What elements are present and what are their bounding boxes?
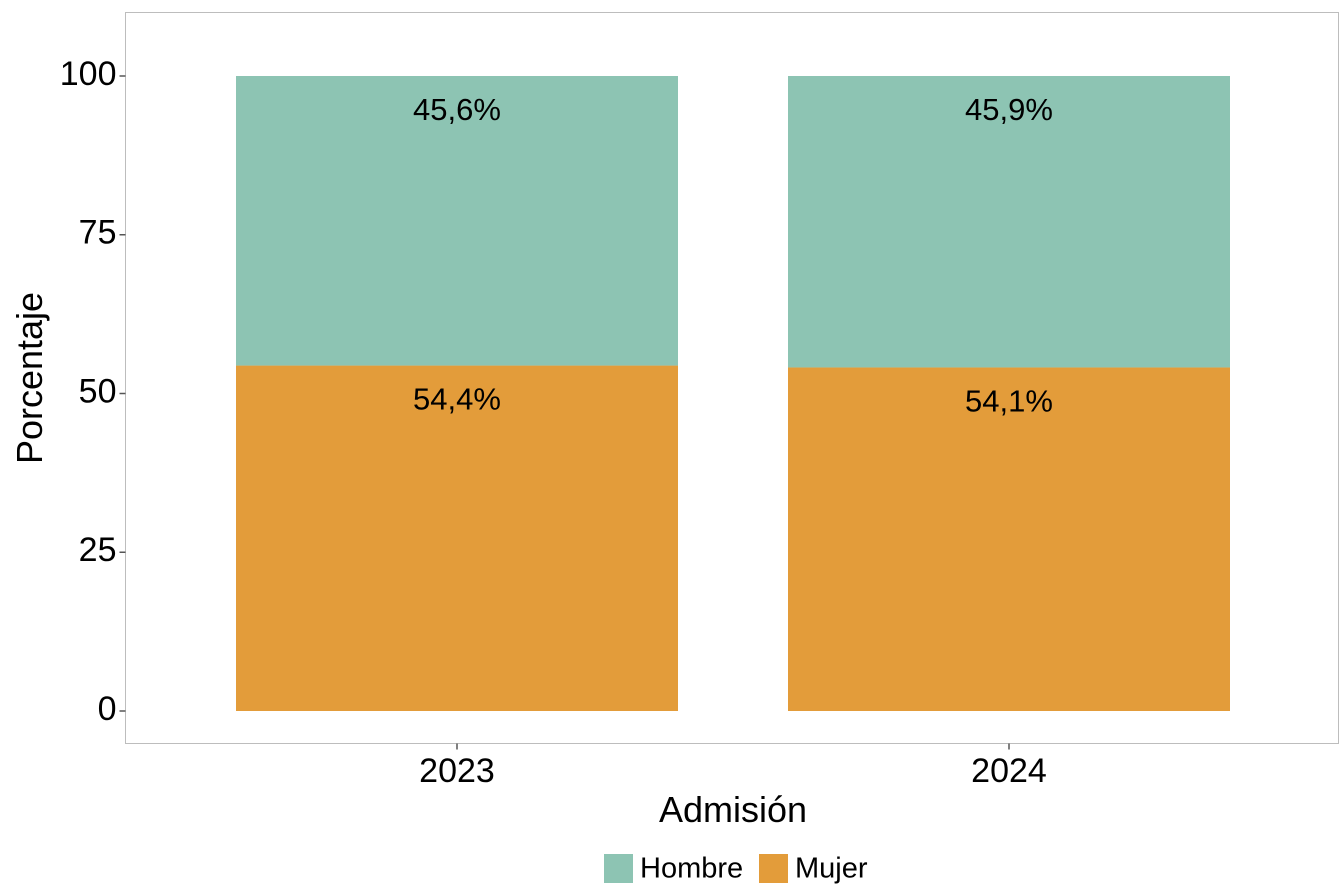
x-axis-title: Admisión [659, 789, 807, 830]
data-label-hombre-2023: 45,6% [413, 92, 501, 127]
data-label-hombre-2024: 45,9% [965, 92, 1053, 127]
x-axis: 2023 2024 [419, 743, 1047, 790]
x-tick-label: 2023 [419, 752, 495, 790]
legend: Hombre Mujer [604, 853, 868, 885]
y-tick-label: 0 [98, 690, 117, 728]
y-axis-title: Porcentaje [9, 292, 50, 464]
y-tick-label: 50 [79, 372, 117, 410]
y-axis: 0 25 50 75 100 [60, 55, 126, 728]
legend-label-hombre: Hombre [640, 853, 743, 885]
legend-key-hombre [604, 854, 633, 883]
data-label-mujer-2023: 54,4% [413, 382, 501, 417]
bar-hombre-2024 [788, 76, 1230, 368]
legend-key-mujer [759, 854, 788, 883]
bar-mujer-2023 [236, 365, 678, 711]
legend-label-mujer: Mujer [795, 853, 868, 885]
bar-mujer-2024 [788, 367, 1230, 711]
y-tick-label: 100 [60, 55, 117, 93]
data-labels-layer: 54,4% 45,6% 54,1% 45,9% [413, 92, 1053, 418]
data-label-mujer-2024: 54,1% [965, 383, 1053, 418]
bars-layer [236, 76, 1230, 711]
y-tick-label: 25 [79, 531, 117, 569]
y-tick-label: 75 [79, 214, 117, 252]
bar-hombre-2023 [236, 76, 678, 366]
x-tick-label: 2024 [971, 752, 1047, 790]
